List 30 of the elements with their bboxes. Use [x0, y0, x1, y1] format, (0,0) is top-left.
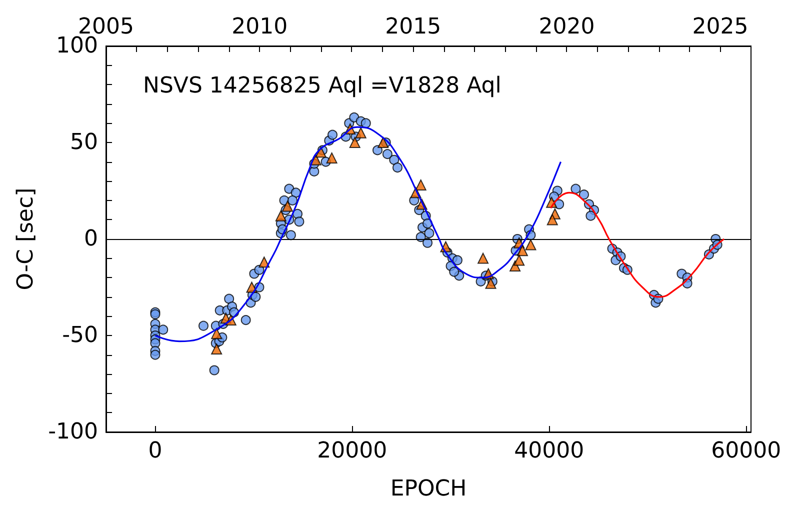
- x2-tick-label: 2025: [692, 14, 748, 40]
- point: [516, 245, 528, 256]
- point: [485, 278, 496, 289]
- point: [211, 328, 222, 340]
- y-axis-title: O-C [sec]: [14, 188, 39, 290]
- y-tick-label: 0: [84, 226, 98, 252]
- x-tick-label: 20000: [317, 438, 388, 464]
- x-axis-title: EPOCH: [390, 476, 467, 502]
- point: [415, 179, 426, 190]
- point: [275, 210, 286, 222]
- point: [525, 239, 536, 250]
- y-tick-label: -50: [62, 323, 98, 348]
- x-tick-label: 40000: [514, 438, 584, 464]
- point: [326, 152, 338, 164]
- point: [514, 254, 525, 266]
- point: [478, 252, 489, 264]
- point: [378, 137, 389, 148]
- point: [282, 200, 293, 212]
- y-tick-label: 50: [70, 130, 98, 155]
- point: [355, 127, 366, 138]
- y-tick-label: -100: [48, 420, 98, 444]
- point: [546, 214, 558, 226]
- point: [211, 344, 222, 355]
- text: NSVS 14256825 Aql =V1828 Aql: [143, 74, 502, 98]
- x-tick-label: 0: [148, 438, 162, 464]
- x-tick-label: 60000: [711, 438, 782, 464]
- x2-tick-label: 2015: [385, 14, 442, 40]
- x2-tick-label: 2020: [538, 14, 595, 40]
- x2-tick-label: 2010: [232, 14, 288, 40]
- point: [349, 137, 360, 148]
